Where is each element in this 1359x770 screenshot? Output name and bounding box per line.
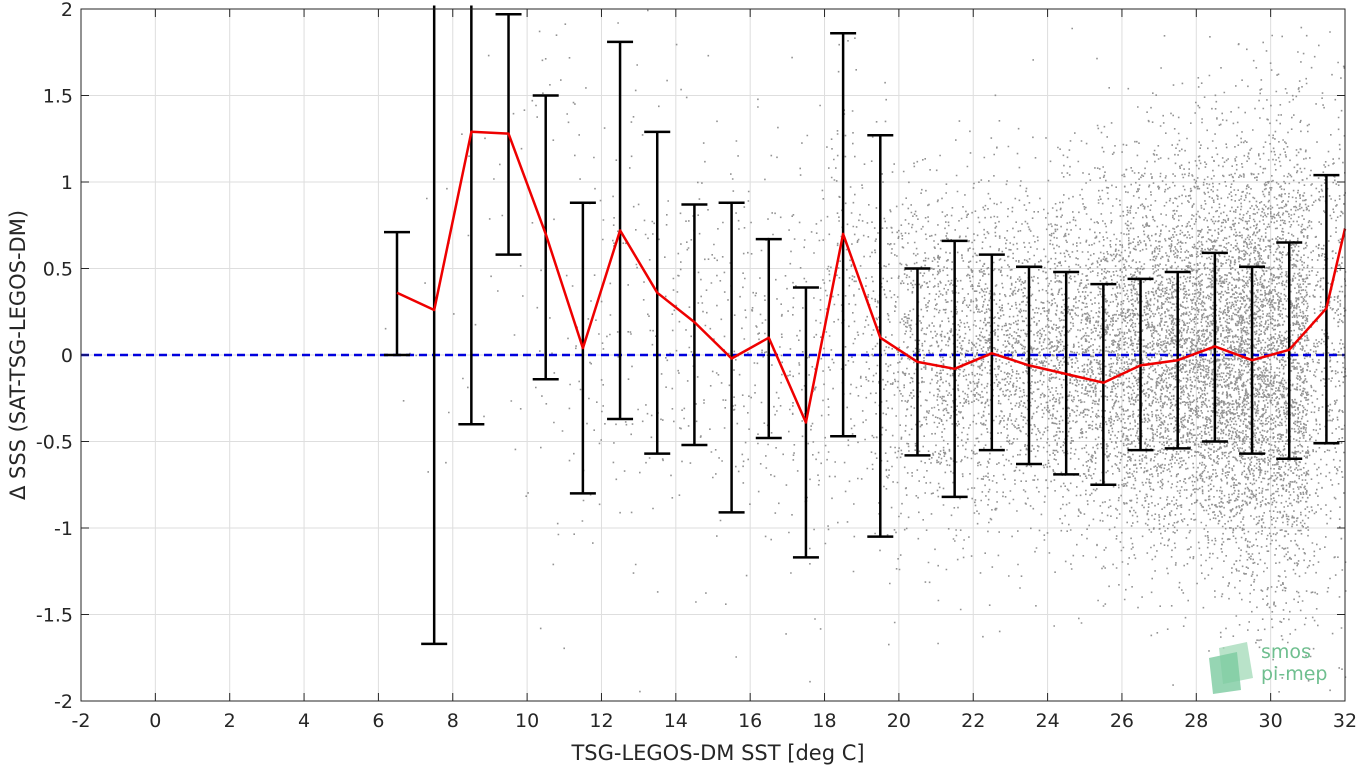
logo-text-pimep: pi-mep [1261,663,1327,685]
error-bar [1090,282,1117,486]
x-tick-label: 0 [149,710,161,732]
scatter-cloud [384,9,1347,693]
mean-series-line [396,130,1347,424]
y-tick-label: -1 [54,518,73,540]
smos-pi-mep-logo: smos pi-mep [1209,641,1327,694]
x-tick-label: 12 [589,710,613,732]
logo-text-smos: smos [1261,641,1311,663]
logo-mark-front [1209,652,1241,694]
x-tick-label: 10 [515,710,539,732]
y-tick-label: -1.5 [36,605,73,627]
scatter-points [384,9,1347,693]
x-tick-label: 18 [812,710,836,732]
x-tick-label: 26 [1110,710,1134,732]
x-tick-label: 14 [664,710,688,732]
x-tick-label: 30 [1259,710,1283,732]
y-tick-label: 1.5 [43,86,73,108]
error-bar [421,5,448,646]
x-tick-label: 2 [224,710,236,732]
x-tick-label: 20 [887,710,911,732]
x-tick-label: 16 [738,710,762,732]
x-tick-label: 8 [447,710,459,732]
x-tick-label: -2 [72,710,91,732]
error-bar [458,5,485,426]
y-tick-label: -2 [54,691,73,713]
tick-labels: -2 0 2 4 6 8 10 12 14 16 18 20 22 24 26 28 30 32-2-1.5-1-… [36,0,1357,732]
axes [80,8,1346,702]
x-tick-label: 22 [961,710,985,732]
x-tick-label: 6 [372,710,384,732]
y-tick-label: 0.5 [43,259,73,281]
y-tick-label: 0 [61,345,73,367]
y-tick-label: -0.5 [36,432,73,454]
y-axis-label: Δ SSS (SAT-TSG-LEGOS-DM) [6,210,30,500]
x-tick-label: 24 [1035,710,1059,732]
x-axis-label: TSG-LEGOS-DM SST [deg C] [570,741,864,765]
error-bar [681,203,708,447]
y-tick-label: 1 [61,172,73,194]
x-tick-label: 4 [298,710,310,732]
y-tick-label: 2 [61,0,73,21]
x-tick-label: 32 [1333,710,1357,732]
x-tick-label: 28 [1184,710,1208,732]
mean-line [396,130,1347,424]
